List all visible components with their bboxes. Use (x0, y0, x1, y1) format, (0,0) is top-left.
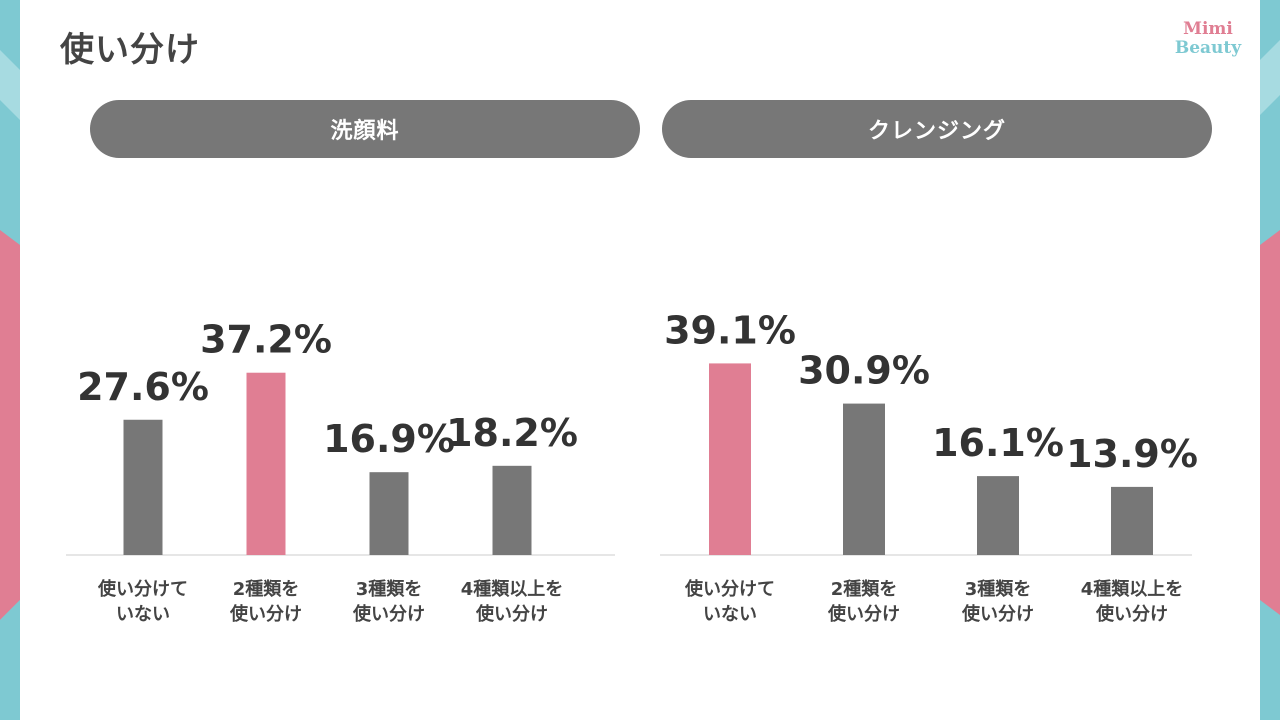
bar (709, 363, 751, 555)
bar (492, 465, 532, 555)
category-label: いない (116, 604, 170, 625)
category-label: 使い分け (961, 604, 1034, 625)
category-label: 使い分け (1095, 604, 1168, 625)
logo-line-2: Beauty (1174, 38, 1242, 58)
category-label: 使い分け (229, 604, 302, 625)
bar (1111, 486, 1153, 555)
data-label: 16.1% (932, 421, 1064, 465)
data-label: 39.1% (664, 308, 796, 352)
data-label: 16.9% (323, 417, 455, 461)
chart-1-title: 洗顔料 (330, 119, 400, 144)
category-label: 使い分け (352, 604, 425, 625)
bar (123, 419, 163, 555)
data-label: 37.2% (200, 318, 332, 362)
category-label: 使い分けて (97, 579, 188, 600)
brand-logo: Mimi Beauty (1168, 20, 1248, 58)
bar (369, 472, 409, 555)
category-label: 使い分け (475, 604, 548, 625)
data-label: 30.9% (798, 349, 930, 393)
data-label: 18.2% (446, 411, 578, 455)
bar (843, 403, 885, 555)
left-edge-decoration (0, 0, 20, 720)
page-title: 使い分け (60, 30, 200, 70)
category-label: 3種類を (965, 578, 1032, 600)
category-label: 2種類を (233, 578, 300, 600)
category-label: 3種類を (356, 578, 423, 600)
chart-2-title-pill: クレンジング (662, 100, 1212, 158)
bar (977, 476, 1019, 555)
category-label: 使い分け (827, 604, 900, 625)
logo-line-1: Mimi (1183, 19, 1233, 39)
data-label: 27.6% (77, 365, 209, 409)
chart-2-title: クレンジング (867, 119, 1006, 144)
category-label: いない (703, 604, 757, 625)
data-label: 13.9% (1066, 432, 1198, 476)
category-label: 4種類以上を (1081, 578, 1184, 600)
category-label: 2種類を (831, 578, 898, 600)
bar (246, 372, 286, 555)
category-label: 4種類以上を (461, 578, 564, 600)
category-label: 使い分けて (684, 579, 775, 600)
chart-1-title-pill: 洗顔料 (90, 100, 640, 158)
right-edge-decoration (1260, 0, 1280, 720)
